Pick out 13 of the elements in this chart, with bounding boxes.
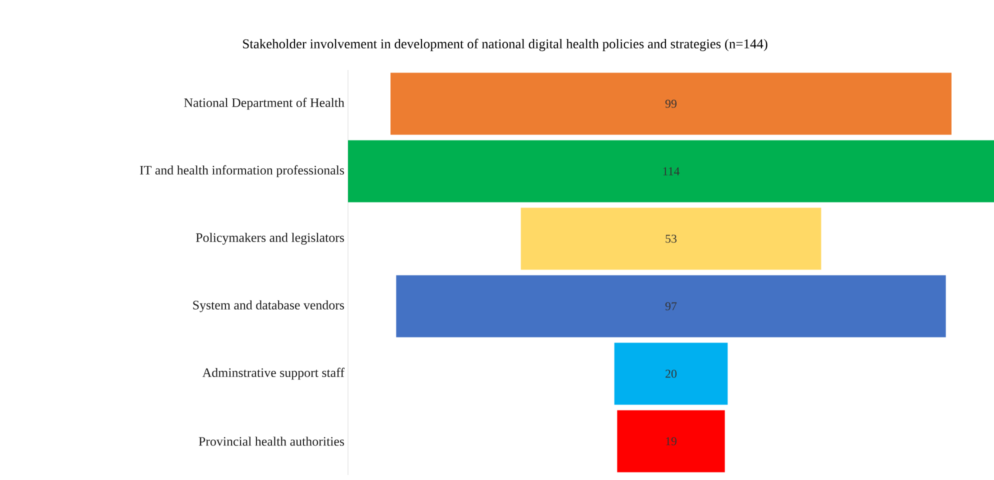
data-label: 99 xyxy=(665,100,676,108)
data-label: 53 xyxy=(666,234,677,243)
category-label: System and database vendors xyxy=(193,300,344,312)
data-label: 19 xyxy=(666,437,676,446)
category-label: IT and health information professionals xyxy=(140,165,344,178)
category-label: Adminstrative support staff xyxy=(202,368,344,380)
data-label: 114 xyxy=(663,167,680,176)
text: Stakeholder involvement in development of national digital health policies and strategies (n=144) xyxy=(243,38,768,52)
category-label: Provincial health authorities xyxy=(198,436,344,446)
category-label: Policymakers and legislators xyxy=(196,232,344,245)
category-label: National Department of Health xyxy=(184,98,344,110)
data-label: 97 xyxy=(665,302,677,310)
data-label: 20 xyxy=(666,370,677,378)
